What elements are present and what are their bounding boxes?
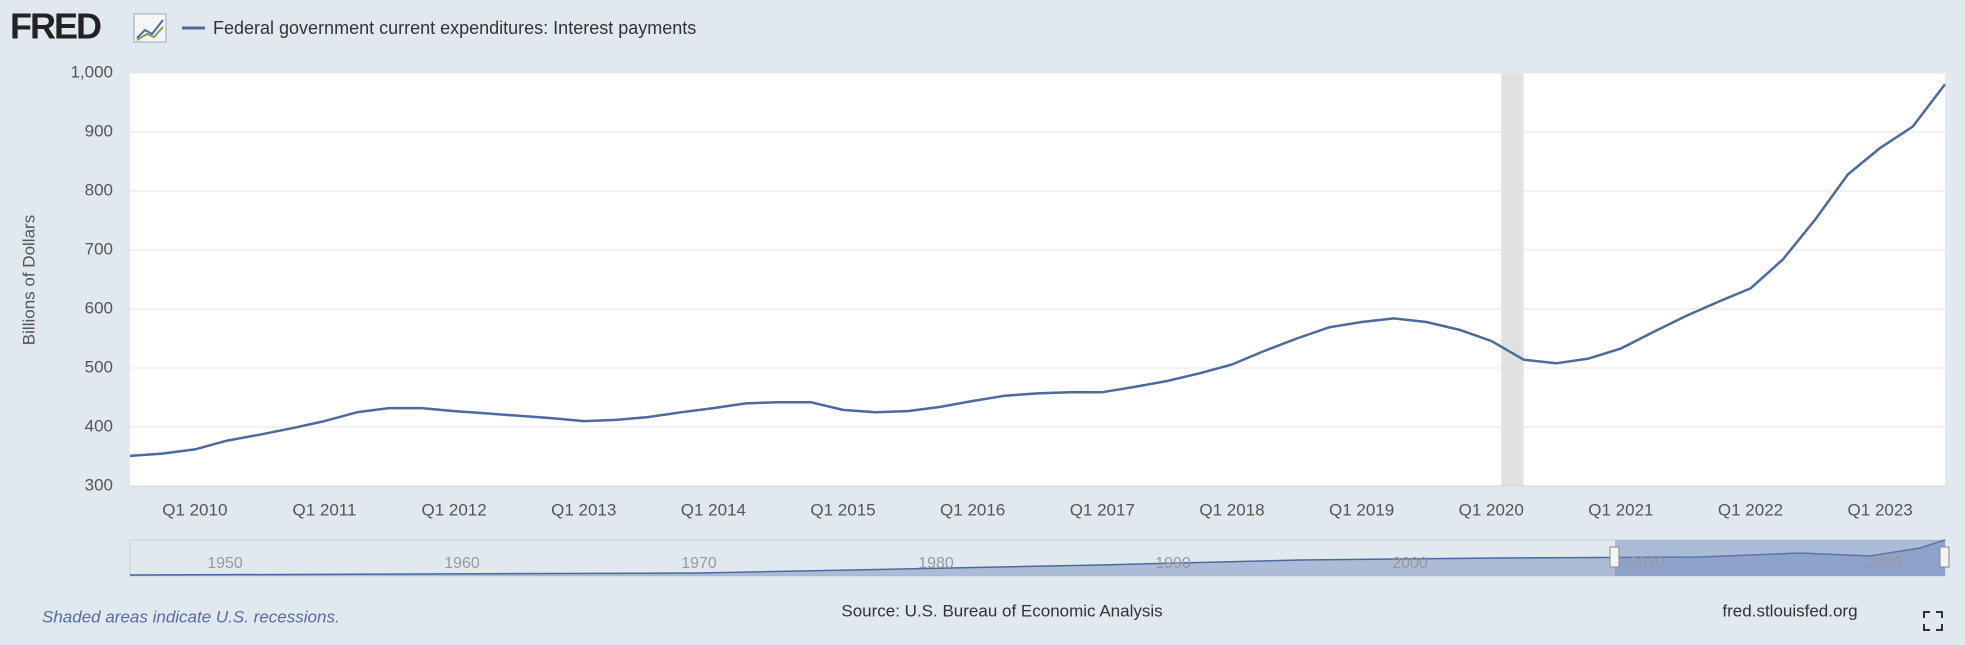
y-tick-label: 300 (85, 475, 113, 494)
x-tick-label: Q1 2013 (551, 500, 616, 519)
series-line (129, 83, 1946, 458)
x-tick-label: Q1 2016 (940, 500, 1005, 519)
y-tick-label: 400 (85, 416, 113, 435)
y-tick-label: 900 (85, 121, 113, 140)
x-tick-label: Q1 2014 (681, 500, 746, 519)
x-tick-label: Q1 2015 (810, 500, 875, 519)
navigator-label: 1990 (1155, 555, 1191, 572)
y-tick-label: 1,000 (70, 62, 113, 81)
x-tick-label: Q1 2021 (1588, 500, 1653, 519)
x-tick-label: Q1 2022 (1718, 500, 1783, 519)
x-tick-label: Q1 2018 (1199, 500, 1264, 519)
x-tick-label: Q1 2023 (1848, 500, 1913, 519)
x-tick-label: Q1 2012 (421, 500, 486, 519)
x-tick-label: Q1 2017 (1070, 500, 1135, 519)
recession-shade (1501, 73, 1524, 486)
navigator-label: 2010 (1629, 555, 1665, 572)
logo: FRED (10, 6, 101, 47)
fullscreen-icon[interactable] (1923, 611, 1943, 631)
navigator-label: 2000 (1392, 555, 1428, 572)
recession-note: Shaded areas indicate U.S. recessions. (42, 607, 340, 626)
y-tick-label: 700 (85, 239, 113, 258)
x-tick-label: Q1 2011 (292, 500, 356, 519)
x-tick-label: Q1 2020 (1459, 500, 1524, 519)
navigator-label: 1980 (918, 555, 954, 572)
y-tick-label: 800 (85, 180, 113, 199)
y-tick-label: 500 (85, 357, 113, 376)
plot-area (130, 73, 1945, 486)
navigator-label: 1960 (444, 555, 480, 572)
navigator-label: 1970 (681, 555, 717, 572)
y-axis-title: Billions of Dollars (19, 215, 38, 345)
navigator: 1950 1960 1970 1980 1990 2000 2010 2020 (129, 539, 1950, 577)
logo-icon (133, 13, 167, 43)
navigator-label: 2020 (1866, 555, 1902, 572)
url: fred.stlouisfed.org (1722, 601, 1857, 620)
navigator-label: 1950 (207, 555, 243, 572)
x-tick-label: Q1 2010 (162, 500, 227, 519)
source: Source: U.S. Bureau of Economic Analysis (841, 601, 1162, 620)
x-tick-label: Q1 2019 (1329, 500, 1394, 519)
legend-label: Federal government current expenditures:… (213, 18, 696, 38)
y-tick-label: 600 (85, 298, 113, 317)
